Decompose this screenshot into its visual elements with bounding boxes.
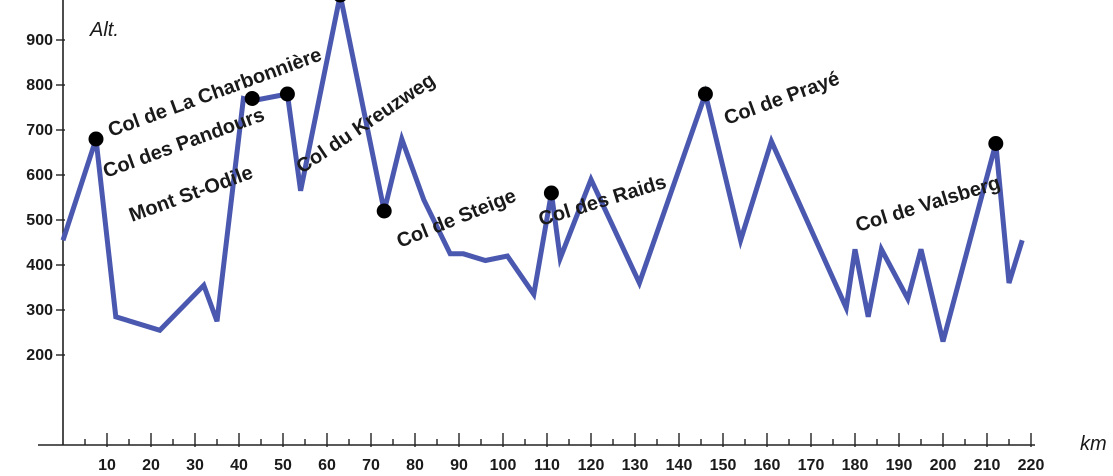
y-axis-title: Alt. xyxy=(89,19,119,41)
pass-label: Mont St-Odile xyxy=(126,162,256,227)
x-tick-label: 60 xyxy=(318,457,336,474)
series-group xyxy=(60,0,1025,343)
pass-marker xyxy=(334,0,346,3)
x-tick-label: 110 xyxy=(534,457,560,474)
x-tick-label: 140 xyxy=(666,457,693,474)
pass-marker xyxy=(376,203,392,219)
x-tick-label: 80 xyxy=(406,457,424,474)
pass-label: Col de Prayé xyxy=(721,68,842,130)
x-tick-label: 40 xyxy=(230,457,248,474)
y-tick-label: 1000 xyxy=(17,0,53,4)
x-tick-label: 160 xyxy=(754,457,781,474)
pass-marker xyxy=(279,86,295,102)
tick-group: 200 300 400 500 600 700 800 900 1000 10 20 30 40 50 60… xyxy=(17,0,1044,474)
x-tick-label: 220 xyxy=(1018,457,1045,474)
x-tick-label: 10 xyxy=(98,457,116,474)
x-tick-label: 70 xyxy=(362,457,380,474)
x-tick-label: 30 xyxy=(186,457,204,474)
x-tick-label: 190 xyxy=(886,457,913,474)
pass-label: Col de Steige xyxy=(394,185,520,253)
x-tick-label: 100 xyxy=(490,457,517,474)
x-tick-label: 150 xyxy=(710,457,737,474)
y-tick-label: 300 xyxy=(26,302,53,319)
pass-marker xyxy=(697,86,713,102)
x-tick-label: 130 xyxy=(622,457,649,474)
pass-marker xyxy=(543,185,559,201)
y-tick-label: 700 xyxy=(26,122,53,139)
x-tick-label: 90 xyxy=(450,457,468,474)
y-tick-label: 600 xyxy=(26,167,53,184)
y-tick-label: 800 xyxy=(26,77,53,94)
y-tick-label: 200 xyxy=(26,347,53,364)
pass-marker xyxy=(88,131,104,147)
x-axis-title: km xyxy=(1080,433,1107,455)
x-tick-label: 20 xyxy=(142,457,160,474)
x-tick-label: 170 xyxy=(798,457,825,474)
pass-marker xyxy=(988,136,1004,151)
y-tick-label: 500 xyxy=(26,212,53,229)
x-tick-label: 120 xyxy=(578,457,605,474)
pass-label: Col des Raids xyxy=(536,171,669,231)
x-tick-label: 50 xyxy=(274,457,292,474)
pass-marker xyxy=(244,91,260,106)
x-tick-label: 210 xyxy=(974,457,1001,474)
x-tick-label: 200 xyxy=(930,457,957,474)
pass-marker-group xyxy=(88,0,1004,219)
y-tick-label: 900 xyxy=(26,32,53,49)
x-tick-label: 180 xyxy=(842,457,869,474)
y-tick-label: 400 xyxy=(26,257,53,274)
axes: Alt. km xyxy=(38,0,1107,455)
elevation-profile-line xyxy=(60,0,1025,343)
